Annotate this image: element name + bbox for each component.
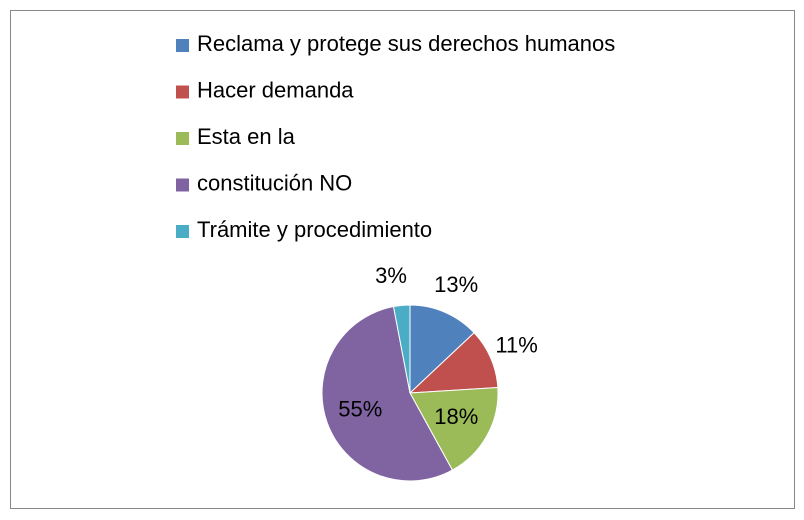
legend-label: Esta en la [197,124,296,149]
legend-swatch [176,132,189,145]
legend-swatch [176,85,189,99]
pie-slice [392,304,411,394]
data-label: 18% [434,404,478,429]
legend-label: Trámite y procedimiento [197,217,432,242]
data-label: 55% [338,397,382,422]
legend-label: Hacer demanda [197,77,354,102]
legend-label: Reclama y protege sus derechos humanos [197,31,615,56]
pie-slice [409,304,475,395]
legend-swatch [176,225,189,238]
data-label: 11% [495,333,537,358]
pie-slice [409,386,499,471]
data-label: 3% [375,263,407,288]
pie-slice [321,305,454,482]
data-label: 13% [434,272,478,297]
legend-swatch [176,39,189,52]
legend-label: constitución NO [197,170,352,195]
legend-swatch [176,178,189,192]
